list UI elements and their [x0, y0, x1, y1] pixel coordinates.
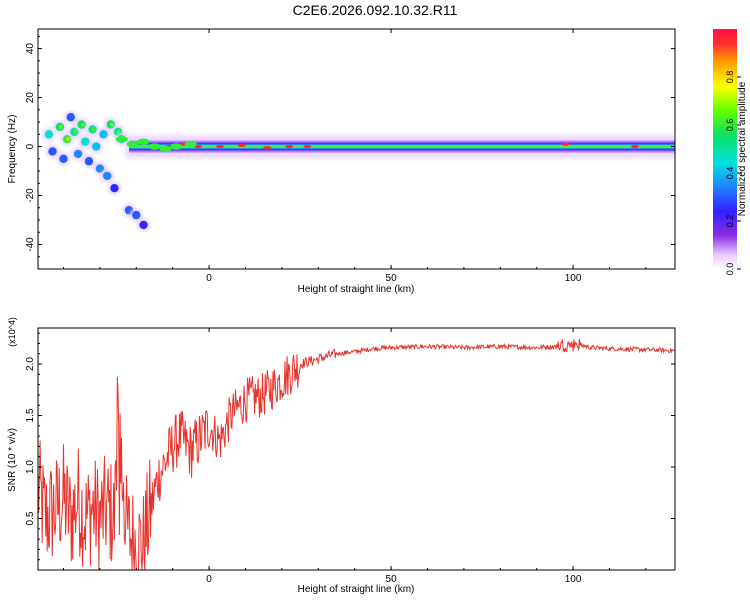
colorbar: 0.0 0.2 0.4 0.6 0.8 Normalized spectral ampl… [713, 29, 748, 275]
snr-panel: 0 50 100 0.5 1.0 1.5 2.0 Height of straight li… [7, 317, 676, 595]
spectrogram-plot-area [41, 110, 675, 232]
spectral-band-core [131, 145, 675, 149]
spectral-band-blob [170, 143, 183, 150]
snr-multiplier: (x10^4) [7, 317, 17, 347]
spectral-hotspot [285, 144, 294, 149]
spectral-blob-core [80, 122, 85, 127]
spectral-hotspot [216, 144, 224, 149]
spectral-hotspot [303, 144, 312, 149]
spectral-blob [110, 183, 119, 193]
spectral-blob [84, 157, 94, 166]
y-tick-label: 1.5 [25, 408, 36, 422]
x-tick-label: 50 [386, 574, 398, 585]
y-tick-label: -40 [25, 237, 36, 252]
x-tick-label: 100 [565, 574, 582, 585]
spectral-hotspot [263, 146, 272, 150]
colorbar-ticks: 0.0 0.2 0.4 0.6 0.8 [725, 71, 741, 276]
colorbar-tick-label: 0.2 [725, 215, 735, 228]
spectral-blob-core [110, 122, 114, 127]
y-tick-label: 0.5 [25, 511, 36, 525]
spectrogram-ylabel: Frequency (Hz) [7, 115, 18, 184]
spectral-hotspot [237, 143, 246, 147]
x-tick-label: 100 [565, 273, 582, 284]
spectral-blob [132, 210, 141, 220]
y-tick-label: 0 [25, 143, 36, 149]
snr-series-line [38, 339, 675, 570]
spectral-band-blob [184, 140, 197, 148]
y-tick-label: 2.0 [25, 357, 36, 371]
y-tick-label: 40 [25, 43, 36, 55]
spectral-blob [73, 149, 83, 159]
spectral-band-blob [159, 145, 172, 153]
spectral-band-blob [115, 136, 128, 143]
colorbar-tick-label: 0.6 [725, 119, 735, 132]
snr-frame [37, 327, 676, 571]
x-tick-label: 0 [206, 273, 212, 284]
colorbar-tick-label: 0.0 [725, 263, 735, 276]
snr-ylabel: SNR (10 * v/v) [7, 428, 18, 492]
y-tick-label: 1.0 [25, 460, 36, 474]
spectral-blob [92, 142, 101, 151]
spectrogram-frame [37, 28, 676, 270]
snr-xlabel: Height of straight line (km) [298, 584, 415, 595]
spectral-blob-core [73, 130, 78, 134]
colorbar-tick-label: 0.4 [725, 167, 735, 180]
y-tick-label: 20 [25, 92, 36, 104]
x-tick-label: 0 [206, 574, 212, 585]
spectral-blob [139, 220, 148, 230]
spectral-hotspot [561, 142, 570, 146]
spectral-blob [81, 137, 90, 146]
spectral-blob [44, 130, 54, 139]
spectral-band-blob [137, 138, 150, 145]
chart-title: C2E6.2026.092.10.32.R11 [293, 2, 458, 18]
spectral-blob-core [59, 125, 63, 129]
spectral-blob [59, 154, 68, 163]
spectral-band-blob [148, 143, 161, 150]
spectral-blob [66, 112, 75, 122]
spectral-blob-core [91, 127, 96, 132]
colorbar-gradient [713, 29, 737, 269]
y-tick-label: -20 [25, 188, 36, 203]
spectral-hotspot [194, 144, 203, 149]
colorbar-tick-label: 0.8 [725, 71, 735, 84]
colorbar-label: Normalized spectral amplitude [737, 81, 748, 216]
x-tick-label: 50 [386, 273, 398, 284]
spectral-blob-core [66, 137, 70, 142]
spectral-blob [48, 147, 57, 156]
spectral-blob [99, 130, 108, 139]
spectrogram-panel: 0 50 100 -40 -20 0 20 40 Height of straight lin… [7, 28, 676, 295]
spectrogram-axes: 0 50 100 -40 -20 0 20 40 [25, 29, 675, 284]
spectral-band-blob [126, 140, 139, 148]
spectral-blob [102, 171, 112, 181]
snr-axes: 0 50 100 0.5 1.0 1.5 2.0 [25, 328, 675, 585]
spectral-hotspot [630, 144, 639, 149]
spectral-blob [95, 164, 105, 173]
spectrogram-xlabel: Height of straight line (km) [298, 284, 415, 295]
